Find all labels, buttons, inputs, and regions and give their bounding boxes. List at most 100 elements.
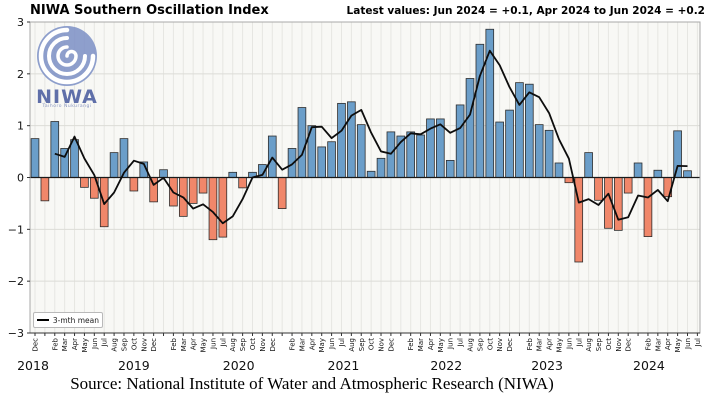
- soi-bar: [50, 121, 60, 178]
- legend-label: 3-mth mean: [52, 315, 99, 325]
- soi-bar: [159, 169, 168, 178]
- soi-bar: [683, 170, 692, 178]
- x-tick-label: Mar: [298, 338, 306, 351]
- x-tick-label: May: [200, 338, 208, 352]
- soi-bar: [613, 177, 623, 231]
- soi-bar: [455, 104, 465, 178]
- soi-bar: [208, 177, 218, 241]
- x-tick-label: Feb: [526, 337, 534, 350]
- x-tick-label: May: [674, 338, 682, 352]
- year-label: 2019: [118, 358, 150, 373]
- soi-bar: [317, 146, 327, 178]
- soi-bar: [277, 177, 287, 210]
- x-tick-label: Aug: [467, 338, 475, 352]
- year-label: 2023: [531, 358, 563, 373]
- soi-bar: [544, 129, 554, 178]
- x-tick-label: Mar: [417, 338, 425, 351]
- x-tick-label: Jun: [328, 338, 336, 350]
- x-tick-label: Jun: [209, 338, 217, 350]
- y-tick-label: 2: [17, 68, 24, 81]
- x-tick-label: Jun: [447, 338, 455, 350]
- x-tick-label: Apr: [664, 338, 672, 350]
- x-tick-label: Jul: [694, 338, 702, 348]
- soi-bar: [376, 157, 386, 178]
- x-tick-label: Dec: [150, 338, 158, 352]
- x-tick-label: Apr: [546, 338, 554, 350]
- x-tick-label: Sep: [476, 337, 484, 351]
- x-tick-label: Oct: [249, 338, 257, 350]
- legend: 3-mth mean: [33, 312, 103, 328]
- soi-bar: [109, 152, 119, 178]
- y-tick-label: 0: [17, 172, 24, 185]
- x-tick-label: Dec: [625, 338, 633, 352]
- soi-bar: [356, 124, 366, 178]
- latest-values-text: Latest values: Jun 2024 = +0.1, Apr 2024…: [346, 5, 705, 17]
- soi-bar: [673, 130, 682, 178]
- chart-title: NIWA Southern Oscillation Index: [30, 3, 269, 18]
- soi-bar: [188, 177, 198, 204]
- soi-bar: [337, 102, 346, 178]
- x-tick-label: Sep: [595, 337, 603, 351]
- x-tick-label: Apr: [71, 338, 79, 350]
- x-tick-label: Oct: [486, 338, 494, 350]
- soi-bar: [40, 177, 50, 202]
- x-tick-label: Apr: [308, 338, 316, 350]
- y-tick-label: −1: [8, 223, 24, 236]
- x-tick-label: Feb: [407, 337, 415, 350]
- x-tick-label: Jun: [684, 338, 692, 350]
- soi-bar: [515, 82, 524, 178]
- x-tick-label: Mar: [654, 338, 662, 351]
- x-tick-label: May: [318, 338, 326, 352]
- x-tick-label: Apr: [427, 338, 435, 350]
- year-label: 2021: [328, 358, 360, 373]
- x-tick-label: Aug: [348, 338, 356, 352]
- soi-bar: [80, 177, 89, 188]
- soi-bar: [475, 43, 485, 178]
- soi-bar: [198, 177, 208, 194]
- soi-bar: [228, 171, 238, 178]
- x-tick-label: Oct: [605, 338, 613, 350]
- x-tick-label: Dec: [269, 338, 277, 352]
- soi-bar: [406, 131, 415, 178]
- x-tick-label: Dec: [32, 338, 40, 352]
- y-tick-label: 3: [17, 16, 24, 29]
- x-tick-label: May: [81, 338, 89, 352]
- x-tick-label: Mar: [536, 338, 544, 351]
- y-tick-label: −3: [8, 327, 24, 340]
- x-tick-label: May: [555, 338, 563, 352]
- three-month-mean-line: [54, 49, 688, 225]
- soi-bar: [218, 177, 228, 238]
- x-tick-label: Jul: [101, 338, 109, 348]
- x-tick-label: Nov: [378, 338, 386, 352]
- soi-bar: [327, 141, 336, 178]
- soi-bar: [633, 162, 643, 178]
- x-tick-label: Feb: [644, 337, 652, 350]
- x-tick-label: Mar: [180, 338, 188, 351]
- x-tick-label: Nov: [615, 338, 623, 352]
- x-tick-label: Apr: [190, 338, 198, 350]
- x-tick-label: Sep: [358, 337, 366, 351]
- soi-bar: [564, 177, 574, 184]
- soi-bar: [525, 83, 534, 178]
- year-label: 2024: [633, 358, 665, 373]
- x-tick-label: Oct: [130, 338, 138, 350]
- x-tick-label: Oct: [368, 338, 376, 350]
- x-tick-label: Jun: [91, 338, 99, 350]
- x-tick-label: Mar: [61, 338, 69, 351]
- x-tick-label: Jul: [575, 338, 583, 348]
- year-label: 2018: [17, 358, 49, 373]
- soi-bar: [534, 124, 544, 178]
- mean-line-swatch: [37, 319, 49, 321]
- soi-bar: [653, 169, 663, 178]
- x-tick-label: Jul: [338, 338, 346, 348]
- x-tick-label: Nov: [496, 338, 504, 352]
- soi-bar: [594, 177, 603, 201]
- x-tick-label: Dec: [387, 338, 395, 352]
- soi-bar: [416, 134, 425, 178]
- x-tick-label: May: [437, 338, 445, 352]
- x-tick-label: Dec: [506, 338, 514, 352]
- x-tick-label: Nov: [259, 338, 267, 352]
- x-tick-label: Feb: [170, 337, 178, 350]
